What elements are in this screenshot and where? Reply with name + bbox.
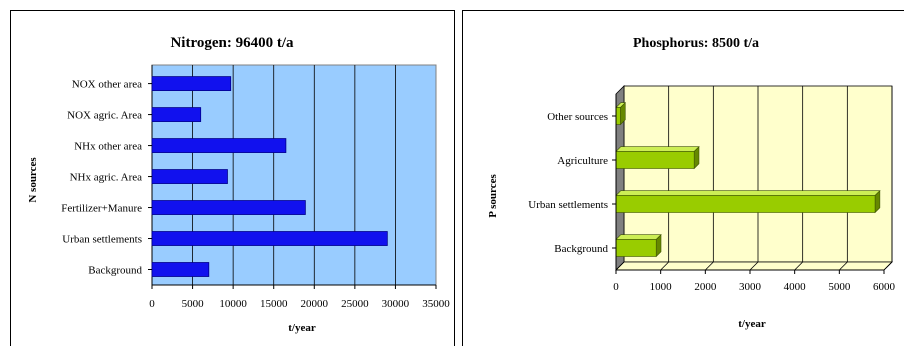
bar	[152, 77, 231, 91]
x-tick-label: 1000	[650, 281, 673, 293]
category-label: NHx agric. Area	[70, 172, 143, 184]
bar	[616, 196, 875, 213]
x-tick-label: 5000	[828, 281, 851, 293]
phosphorus-chart-panel: Phosphorus: 8500 t/a t/year P sources 0 1…	[456, 0, 904, 346]
category-label: Background	[88, 265, 142, 277]
bar	[152, 108, 201, 122]
bar-top	[616, 147, 699, 152]
x-tick-label: 3000	[739, 281, 762, 293]
chart-title: Phosphorus: 8500 t/a	[633, 36, 759, 51]
y-axis-label: P sources	[487, 174, 499, 218]
bar-top	[616, 235, 661, 240]
y-axis-label: N sources	[27, 157, 39, 203]
bar	[152, 139, 286, 153]
nitrogen-chart-panel: Nitrogen: 96400 t/a t/year N sources 0 50…	[0, 0, 456, 346]
x-tick-label: 20000	[301, 298, 329, 310]
x-tick-label: 4000	[784, 281, 807, 293]
bar-top	[616, 191, 880, 196]
bar	[152, 201, 305, 215]
x-tick-label: 0	[149, 298, 155, 310]
x-tick-label: 35000	[422, 298, 450, 310]
bar	[152, 170, 227, 184]
category-label: NOX agric. Area	[67, 110, 142, 122]
category-label: NHx other area	[74, 141, 142, 153]
category-label: Urban settlements	[528, 199, 608, 211]
phosphorus-chart: Phosphorus: 8500 t/a t/year P sources 0 1…	[456, 0, 904, 346]
category-label: NOX other area	[72, 79, 142, 91]
category-label: Background	[554, 243, 608, 255]
x-axis-label: t/year	[288, 322, 316, 334]
x-tick-label: 2000	[694, 281, 717, 293]
x-tick-label: 30000	[382, 298, 410, 310]
category-label: Agriculture	[557, 155, 608, 167]
x-tick-label: 15000	[260, 298, 288, 310]
x-tick-label: 5000	[182, 298, 205, 310]
bar	[152, 263, 209, 277]
x-tick-label: 6000	[873, 281, 896, 293]
x-axis-label: t/year	[738, 318, 766, 330]
chart-title: Nitrogen: 96400 t/a	[170, 35, 294, 51]
nitrogen-chart: Nitrogen: 96400 t/a t/year N sources 0 50…	[0, 0, 456, 346]
category-label: Other sources	[547, 111, 608, 123]
x-tick-label: 10000	[219, 298, 247, 310]
bar	[616, 240, 656, 257]
category-label: Urban settlements	[62, 234, 142, 246]
bar	[616, 152, 694, 169]
x-tick-label: 0	[613, 281, 619, 293]
bar	[152, 232, 387, 246]
bar	[616, 108, 620, 125]
x-tick-label: 25000	[341, 298, 369, 310]
category-label: Fertilizer+Manure	[61, 203, 142, 215]
